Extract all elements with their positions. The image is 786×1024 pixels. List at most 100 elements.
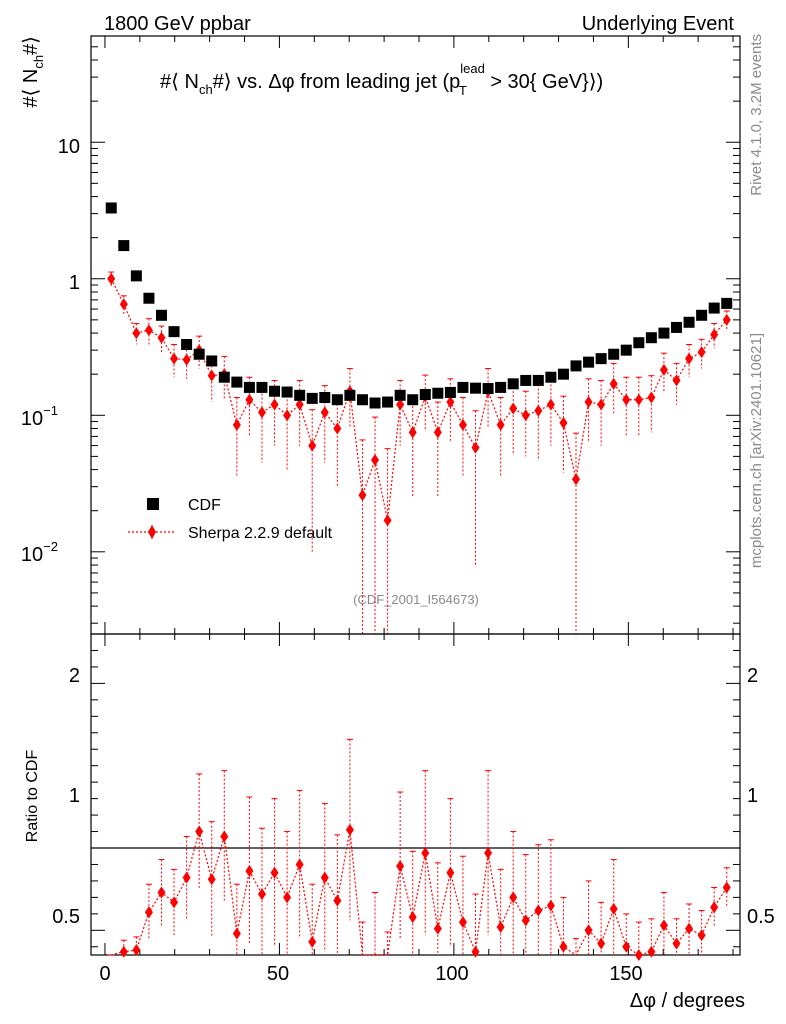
ratio-point-23	[396, 860, 405, 873]
legend-cdf-label: CDF	[188, 497, 221, 514]
ratio-line	[111, 829, 728, 956]
ratio-point-43	[647, 945, 656, 958]
ratio-ytick-1: 1	[69, 785, 80, 807]
sherpa-point-24	[408, 426, 417, 439]
cdf-point-11	[243, 381, 255, 393]
ratio-point-17	[320, 871, 329, 884]
cdf-point-47	[696, 309, 708, 321]
sherpa-point-40	[609, 377, 618, 390]
title-sub-T: T	[459, 83, 467, 98]
sherpa-point-2	[132, 327, 141, 340]
cdf-point-41	[620, 344, 632, 356]
sherpa-point-46	[685, 352, 694, 365]
ratio-point-39	[597, 937, 606, 950]
ratio-point-5	[170, 896, 179, 909]
cdf-point-9	[218, 371, 230, 383]
ratio-point-16	[308, 935, 317, 948]
ratio-point-34	[534, 904, 543, 917]
title-sup-lead: lead	[460, 61, 485, 76]
sherpa-point-41	[622, 393, 631, 406]
sherpa-point-35	[546, 398, 555, 411]
ytick-0.1-base: 10	[21, 408, 43, 430]
cdf-point-5	[168, 326, 180, 338]
sherpa-point-6	[182, 353, 191, 366]
sherpa-point-20	[358, 489, 367, 502]
sherpa-point-45	[672, 374, 681, 387]
ratio-point-49	[722, 881, 731, 894]
cdf-point-13	[269, 385, 281, 397]
sherpa-point-44	[659, 363, 668, 376]
xlabel: Δφ / degrees	[630, 990, 745, 1012]
ratio-point-4	[157, 886, 166, 899]
sherpa-point-33	[521, 409, 530, 422]
sherpa-point-17	[320, 406, 329, 419]
legend-sherpa-label: Sherpa 2.2.9 default	[188, 525, 333, 542]
cdf-point-19	[344, 389, 356, 401]
ratio-point-38	[584, 924, 593, 937]
ratio-point-24	[408, 911, 417, 924]
sherpa-point-12	[257, 406, 266, 419]
cdf-point-38	[583, 356, 595, 368]
ratio-point-3	[144, 906, 153, 919]
mcplots-label: mcplots.cern.ch [arXiv:2401.10621]	[748, 333, 765, 568]
title-prefix: #⟨ N	[160, 71, 199, 93]
cdf-point-20	[356, 394, 368, 406]
cdf-point-21	[369, 397, 381, 409]
xtick-label-150: 150	[609, 963, 642, 985]
sherpa-point-48	[710, 328, 719, 341]
ratio-point-31	[496, 921, 505, 934]
cdf-point-49	[721, 297, 733, 309]
xtick-label-0: 0	[99, 963, 110, 985]
sherpa-point-11	[245, 393, 254, 406]
sherpa-point-23	[396, 398, 405, 411]
sherpa-point-37	[572, 473, 581, 486]
cdf-point-10	[231, 376, 243, 388]
ylabel-sub: ch	[31, 55, 46, 69]
cdf-point-36	[557, 368, 569, 380]
cdf-point-25	[419, 388, 431, 400]
main-ylabel: #⟨ Nch#⟩	[20, 36, 46, 108]
cdf-point-46	[683, 316, 695, 328]
sherpa-point-1	[119, 298, 128, 311]
ratio-point-9	[220, 830, 229, 843]
ratio-point-13	[270, 866, 279, 879]
sherpa-point-49	[722, 313, 731, 326]
cdf-point-39	[595, 353, 607, 365]
sherpa-point-18	[333, 422, 342, 435]
cdf-point-33	[520, 374, 532, 386]
sherpa-point-3	[144, 324, 153, 337]
sherpa-point-21	[371, 454, 380, 467]
cdf-point-26	[432, 387, 444, 399]
ratio-ytick-2: 2	[69, 665, 80, 687]
sherpa-point-13	[270, 398, 279, 411]
ytick-label-1: 1	[69, 272, 80, 294]
ratio-point-41	[622, 940, 631, 953]
cdf-point-17	[319, 391, 331, 403]
xtick-label-100: 100	[435, 963, 468, 985]
sherpa-point-34	[534, 404, 543, 417]
ratio-point-2	[132, 944, 141, 957]
sherpa-point-27	[446, 396, 455, 409]
cdf-point-1	[118, 240, 130, 252]
ratio-point-45	[672, 937, 681, 950]
sherpa-point-16	[308, 439, 317, 452]
ratio-point-6	[182, 871, 191, 884]
title-suffix: > 30{ GeV}⟩)	[485, 71, 603, 93]
sherpa-point-5	[170, 352, 179, 365]
cdf-point-15	[294, 389, 306, 401]
ratio-point-47	[697, 929, 706, 942]
main-plot	[90, 35, 741, 635]
cdf-point-7	[193, 348, 205, 360]
cdf-point-14	[281, 386, 293, 398]
cdf-point-29	[470, 382, 482, 394]
ylabel-suffix: #⟩	[20, 36, 42, 55]
sherpa-point-43	[647, 391, 656, 404]
watermark: (CDF_2001_I564673)	[353, 592, 479, 607]
cdf-point-35	[545, 371, 557, 383]
main-title: #⟨ Nch#⟩ vs. Δφ from leading jet (plead T…	[160, 61, 603, 98]
sherpa-point-31	[496, 418, 505, 431]
cdf-point-40	[608, 348, 620, 360]
ratio-point-18	[333, 894, 342, 907]
cdf-point-28	[457, 381, 469, 393]
